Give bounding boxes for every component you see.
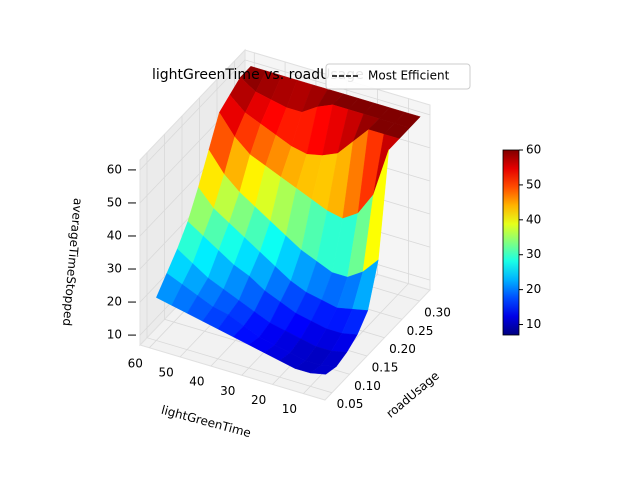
- x-axis-label: roadUsage: [384, 369, 442, 421]
- y-tick-label: 10: [282, 402, 297, 416]
- x-tick-label: 0.05: [337, 397, 364, 411]
- y-tick-label: 50: [158, 365, 173, 379]
- x-tick-label: 0.10: [354, 379, 381, 393]
- colorbar-tick-label: 60: [526, 143, 541, 157]
- y-tick-label: 40: [189, 375, 204, 389]
- z-tick-label: 30: [107, 262, 122, 276]
- chart-title: lightGreenTime vs. roadUsage: [152, 67, 364, 83]
- z-tick-label: 60: [107, 162, 122, 176]
- legend-box: [325, 63, 471, 90]
- z-axis-label: averageTimeStopped: [60, 197, 85, 326]
- z-tick-label: 20: [107, 295, 122, 309]
- y-tick-label: 20: [251, 393, 266, 407]
- z-tick-label: 40: [107, 228, 122, 242]
- y-axis-label: lightGreenTime: [160, 403, 253, 440]
- grid-line: [146, 152, 333, 394]
- grid-line: [139, 59, 431, 171]
- x-tick-label: 0.15: [372, 361, 399, 375]
- x-tick-label: 0.30: [424, 306, 451, 320]
- x-tick-label: 0.25: [407, 324, 434, 338]
- legend-label: Most Efficient: [368, 69, 450, 83]
- colorbar-tick-label: 50: [526, 177, 541, 191]
- y-tick-label: 30: [220, 384, 235, 398]
- colorbar-tick-label: 20: [526, 282, 541, 296]
- colorbar-tick-label: 40: [526, 212, 541, 226]
- x-tick-label: 0.20: [389, 342, 416, 356]
- y-tick-label: 60: [128, 356, 143, 370]
- colorbar-tick-label: 10: [526, 317, 541, 331]
- surface-cell: [309, 365, 337, 375]
- colorbar-tick-label: 30: [526, 247, 541, 261]
- z-tick-label: 50: [107, 195, 122, 209]
- z-tick-label: 10: [107, 328, 122, 342]
- colorbar: [502, 149, 520, 336]
